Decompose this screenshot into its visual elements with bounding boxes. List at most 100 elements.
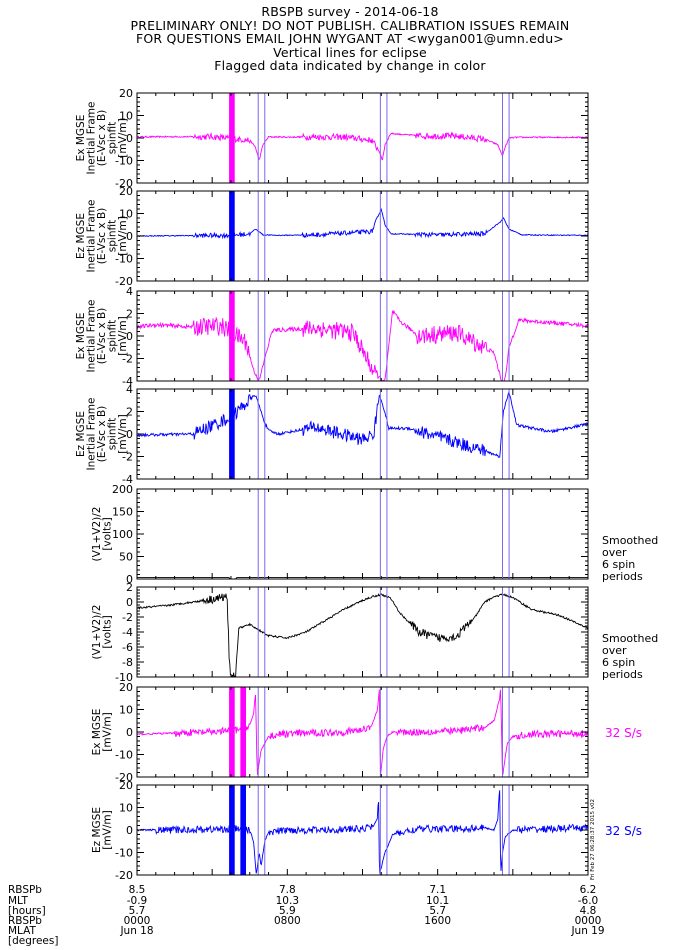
panel-v12b: -10 -8 -6 -4 -2 0 2 (V1+V2)/2[volts] Smoothedove… bbox=[91, 581, 658, 684]
ylabel-ez1-4: [mV/m] bbox=[117, 216, 129, 255]
trace-ex2 bbox=[137, 310, 588, 381]
ytick-label-v12b: -8 bbox=[122, 656, 133, 669]
ylabel-ex2-0: Ex MGSE bbox=[75, 313, 87, 360]
panel-v12: 0 50 100 150 200 (V1+V2)/2[volts] Smoothedover… bbox=[91, 483, 658, 586]
header-line-1: PRELIMINARY ONLY! DO NOT PUBLISH. CALIBR… bbox=[130, 17, 570, 33]
ylabel-ez2-2: (E-Vsc x B) bbox=[96, 406, 108, 463]
ephem-value-3-3: 0000 bbox=[575, 915, 602, 927]
ytick-label-ez2: 4 bbox=[126, 383, 133, 396]
ylabel-ex1-4: [mV/m] bbox=[117, 118, 129, 157]
ephemeris: RBSPbMLT[hours]RBSPbMLAT[degrees]8.5-0.9… bbox=[8, 884, 605, 947]
ytick-label-ez2: -4 bbox=[122, 473, 133, 486]
ephem-value-3-2: 4.8 bbox=[580, 905, 597, 917]
ephem-value-0-0: 8.5 bbox=[129, 884, 146, 896]
ytick-label-ex1: 20 bbox=[119, 87, 133, 100]
panel-frame-ex2 bbox=[136, 290, 589, 382]
plot-header: RBSPB survey - 2014-06-18 PRELIMINARY ONL… bbox=[0, 5, 700, 73]
header-line-2: FOR QUESTIONS EMAIL JOHN WYGANT AT <wyga… bbox=[135, 31, 564, 47]
ephem-value-1-2: 5.9 bbox=[279, 905, 296, 917]
ylabel-ez2-3: spinfit bbox=[107, 418, 119, 450]
ephem-row-label-1: MLT bbox=[8, 895, 28, 907]
ytick-label-ex32: -20 bbox=[115, 771, 133, 784]
trace-ez2 bbox=[137, 390, 588, 458]
ylabel-ez1-2: (E-Vsc x B) bbox=[96, 208, 108, 265]
ytick-label-ez32: -20 bbox=[115, 869, 133, 882]
ytick-label-ex32: 10 bbox=[119, 704, 133, 717]
flagged-band-ex2-0 bbox=[229, 291, 235, 381]
flagged-band-ez32-0 bbox=[229, 785, 235, 875]
ephem-value-0-1: -0.9 bbox=[127, 895, 148, 907]
ephem-value-0-3: 0000 bbox=[124, 915, 151, 927]
ytick-label-ez1: -20 bbox=[115, 275, 133, 288]
ytick-label-v12: 200 bbox=[112, 483, 133, 496]
ylabel-ex32-1: [mV/m] bbox=[101, 712, 113, 751]
ytick-label-v12b: -6 bbox=[122, 641, 133, 654]
ylabel-v12-0: (V1+V2)/2 bbox=[91, 507, 103, 562]
ytick-label-ez2: 2 bbox=[126, 406, 133, 419]
trace-ez32 bbox=[137, 790, 588, 874]
ephem-value-2-3: 1600 bbox=[424, 915, 451, 927]
ytick-label-ez1: 10 bbox=[119, 208, 133, 221]
ylabel-v12-1: [volts] bbox=[101, 517, 113, 550]
ylabel-ex1-1: Inertial Frame bbox=[86, 102, 98, 175]
header-line-3: Vertical lines for eclipse bbox=[273, 44, 427, 60]
panel-note-v12b-3: periods bbox=[602, 668, 643, 681]
panel-ez32: -20 -10 0 10 20 Ez MGSE[mV/m] 32 S/s bbox=[91, 779, 642, 882]
ylabel-ex32-0: Ex MGSE bbox=[91, 709, 103, 756]
header-line-0: RBSPB survey - 2014-06-18 bbox=[261, 4, 439, 19]
ylabel-v12b-0: (V1+V2)/2 bbox=[91, 605, 103, 660]
trace-ex32 bbox=[137, 689, 588, 776]
ytick-label-ex1: 10 bbox=[119, 110, 133, 123]
ytick-label-v12: 150 bbox=[112, 506, 133, 519]
flagged-band-ex32-0 bbox=[229, 687, 235, 777]
trace-ez1 bbox=[137, 207, 588, 240]
ytick-label-v12: 100 bbox=[112, 528, 133, 541]
ytick-label-ez32: 0 bbox=[126, 824, 133, 837]
header-line-4: Flagged data indicated by change in colo… bbox=[214, 58, 486, 74]
ylabel-ez2-4: [mV/m] bbox=[117, 414, 129, 453]
ytick-label-v12: 50 bbox=[119, 551, 133, 564]
ytick-label-ex1: 0 bbox=[126, 132, 133, 145]
ylabel-ex2-4: [mV/m] bbox=[117, 316, 129, 355]
ylabel-ex1-0: Ex MGSE bbox=[75, 115, 87, 162]
ephem-value-0-4: Jun 18 bbox=[119, 925, 153, 937]
ytick-label-v12b: 2 bbox=[126, 581, 133, 594]
ytick-label-ex2: -4 bbox=[122, 375, 133, 388]
panel-note-v12-0: Smoothed bbox=[602, 534, 658, 547]
ephem-value-3-1: -6.0 bbox=[578, 895, 599, 907]
panel-note-v12b-0: Smoothed bbox=[602, 632, 658, 645]
ephem-value-2-2: 5.7 bbox=[429, 905, 446, 917]
ephem-value-2-0: 7.1 bbox=[429, 884, 446, 896]
ytick-label-ez1: 20 bbox=[119, 185, 133, 198]
panel-note-v12b-2: 6 spin bbox=[602, 656, 635, 669]
panel-note-ez32-0: 32 S/s bbox=[605, 824, 642, 838]
flagged-band-ex32-1 bbox=[240, 687, 246, 777]
ytick-label-ex32: 20 bbox=[119, 681, 133, 694]
ephem-row-label-4: MLAT bbox=[8, 925, 37, 937]
ephem-row-label-3: RBSPb bbox=[8, 915, 42, 927]
trace-ex1 bbox=[137, 131, 588, 161]
ytick-label-ez32: -10 bbox=[115, 847, 133, 860]
ytick-label-v12b: -4 bbox=[122, 626, 133, 639]
ytick-label-ez1: 0 bbox=[126, 230, 133, 243]
panel-note-v12-2: 6 spin bbox=[602, 558, 635, 571]
ytick-label-ez32: 20 bbox=[119, 779, 133, 792]
ytick-label-ex32: -10 bbox=[115, 749, 133, 762]
ytick-label-ex2: -2 bbox=[122, 353, 133, 366]
ylabel-ez2-0: Ez MGSE bbox=[75, 411, 87, 457]
panel-frame-v12 bbox=[136, 488, 589, 580]
panel-ex32: -20 -10 0 10 20 Ex MGSE[mV/m] 32 S/s bbox=[91, 681, 642, 784]
flagged-band-ez2-0 bbox=[229, 389, 235, 479]
panel-note-v12b-1: over bbox=[602, 644, 627, 657]
ylabel-ez32-1: [mV/m] bbox=[101, 810, 113, 849]
ytick-label-v12b: 0 bbox=[126, 596, 133, 609]
panel-note-v12-1: over bbox=[602, 546, 627, 559]
panel-note-v12-3: periods bbox=[602, 570, 643, 583]
ytick-label-ex2: 0 bbox=[126, 330, 133, 343]
trace-v12b bbox=[137, 593, 588, 677]
ephem-value-3-4: Jun 19 bbox=[570, 925, 604, 937]
